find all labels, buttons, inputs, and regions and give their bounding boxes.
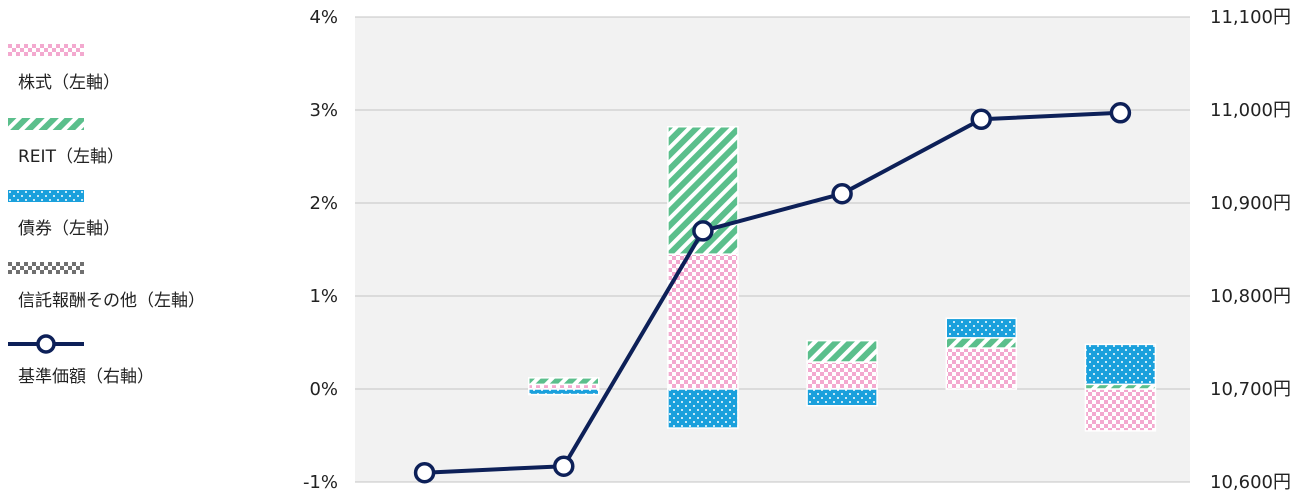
bar-segment: [945, 337, 1017, 349]
y-right-tick-label: 10,600円: [1210, 472, 1291, 493]
legend-swatch: [8, 190, 84, 202]
bar-segment: [1084, 343, 1157, 386]
y-right-tick-label: 11,000円: [1210, 100, 1291, 121]
legend-item: REIT（左軸）: [8, 118, 124, 167]
legend-item: 信託報酬その他（左軸）: [8, 262, 205, 311]
y-right-tick-label: 11,100円: [1210, 7, 1291, 28]
line-marker: [553, 455, 575, 477]
legend-label: REIT（左軸）: [18, 147, 124, 167]
legend: 株式（左軸） REIT（左軸） 債券（左軸） 信託報酬その他（左軸） 基準価額（右軸）: [0, 0, 300, 494]
line-marker: [970, 108, 992, 131]
y-right-tick-label: 10,900円: [1210, 193, 1291, 214]
y-left-tick-label: 4%: [309, 7, 338, 28]
legend-line-swatch: [8, 334, 84, 354]
y-left-tick-label: 0%: [309, 379, 338, 400]
bar-segment: [806, 339, 878, 363]
bar-segment: [528, 388, 600, 396]
y-left-tick-label: 1%: [309, 286, 338, 307]
y-left-tick-label: 2%: [309, 193, 338, 214]
bar-segment: [945, 347, 1017, 390]
line-marker: [692, 220, 714, 242]
legend-label: 株式（左軸）: [18, 73, 120, 93]
legend-swatch: [8, 44, 84, 56]
bar-segment: [528, 377, 600, 386]
y-right-tick-label: 10,800円: [1210, 286, 1291, 307]
y-left-tick-label: 3%: [309, 100, 338, 121]
bar-segment: [1084, 388, 1157, 432]
line-marker: [413, 461, 436, 484]
line-series: [424, 110, 1121, 475]
line-marker: [1109, 102, 1132, 124]
plot-area: [355, 17, 1190, 482]
bar-segment: [667, 388, 739, 429]
legend-item: 債券（左軸）: [8, 190, 120, 239]
y-right-tick-label: 10,700円: [1210, 379, 1291, 400]
legend-swatch: [8, 118, 84, 130]
line-marker: [831, 182, 853, 205]
bar-segment: [806, 361, 878, 390]
legend-label: 債券（左軸）: [18, 219, 120, 239]
legend-item: 株式（左軸）: [8, 44, 120, 93]
legend-label: 基準価額（右軸）: [18, 367, 154, 387]
legend-label: 信託報酬その他（左軸）: [18, 291, 205, 311]
bar-segment: [806, 388, 878, 407]
bar-segment: [945, 317, 1017, 339]
legend-item: 基準価額（右軸）: [8, 334, 154, 387]
legend-swatch: [8, 262, 84, 274]
y-left-tick-label: -1%: [303, 472, 338, 493]
